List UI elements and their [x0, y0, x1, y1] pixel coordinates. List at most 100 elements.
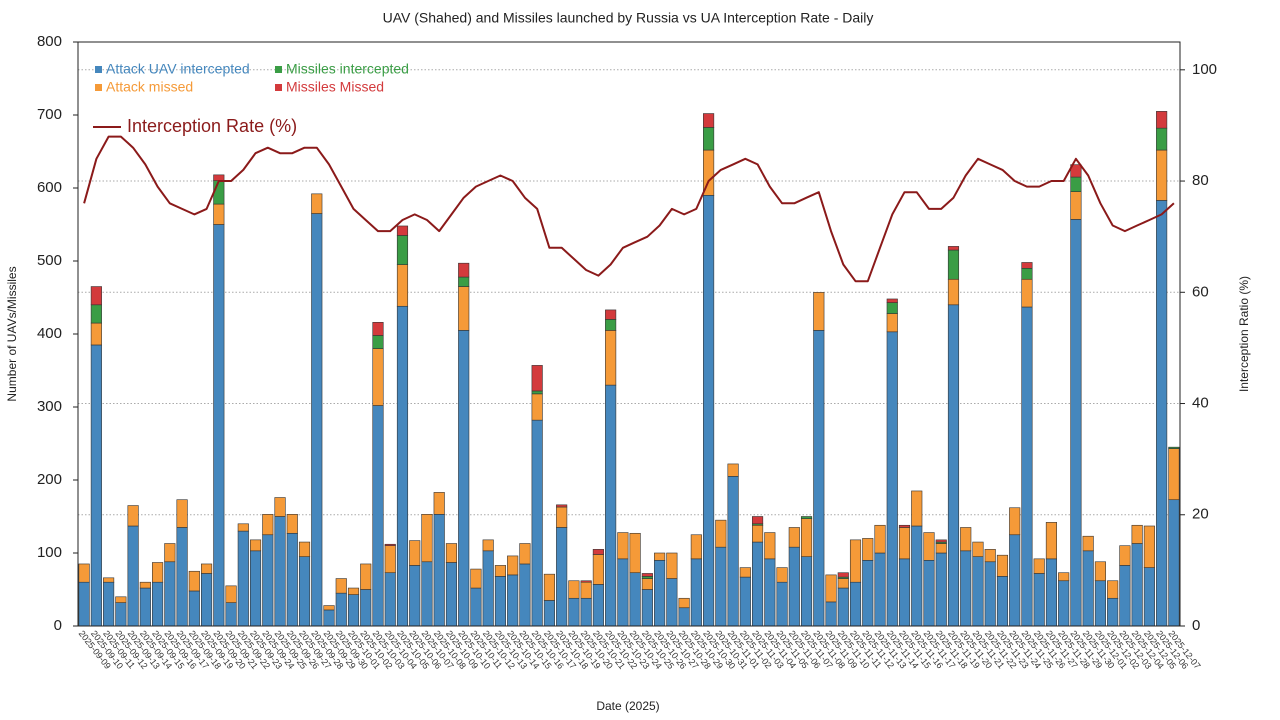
- legend-label: Missiles Missed: [286, 79, 384, 95]
- bar-segment: [947, 246, 960, 251]
- bar-segment: [1070, 219, 1082, 627]
- bar-segment: [1021, 306, 1033, 627]
- bar-segment: [213, 203, 225, 225]
- bar-segment: [519, 543, 531, 565]
- bar-segment: [103, 577, 115, 583]
- bar-segment: [800, 518, 813, 557]
- y-tick-label: 400: [37, 325, 62, 342]
- legend-label: Attack missed: [106, 79, 193, 95]
- bar-segment: [886, 302, 898, 314]
- bar-segment: [139, 587, 151, 627]
- bar-segment: [274, 516, 286, 627]
- bar-segment: [1119, 545, 1131, 566]
- bar-segment: [1131, 543, 1143, 627]
- bar-segment: [752, 541, 764, 627]
- bar-segment: [531, 390, 543, 395]
- bar-segment: [176, 527, 188, 627]
- bar-segment: [1070, 191, 1082, 220]
- y-tick-label: 500: [37, 252, 62, 269]
- bar-segment: [90, 322, 102, 346]
- legend-label: Interception Rate (%): [127, 116, 297, 136]
- bar-segment: [996, 554, 1009, 577]
- bar-segment: [164, 543, 176, 563]
- bar-segment: [1021, 262, 1033, 269]
- bar-segment: [396, 225, 409, 236]
- bar-segment: [188, 590, 200, 627]
- bar-segment: [1009, 507, 1021, 536]
- bar-segment: [360, 589, 372, 627]
- bar-segment: [641, 576, 653, 579]
- bar-segment: [213, 174, 225, 182]
- bar-segment: [923, 532, 935, 561]
- bar-segment: [384, 572, 396, 627]
- legend-label: Attack UAV intercepted: [106, 61, 250, 77]
- bar-segment: [837, 572, 849, 578]
- bar-segment: [764, 558, 776, 627]
- bar-segment: [1033, 573, 1045, 627]
- bar-segment: [972, 556, 984, 627]
- bar-segment: [421, 561, 433, 627]
- y2-tick-label: 100: [1192, 61, 1217, 78]
- bar-segment: [311, 193, 323, 214]
- bar-segment: [360, 563, 372, 590]
- bar-segment: [703, 195, 715, 627]
- bar-segment: [776, 581, 788, 627]
- bar-segment: [201, 563, 213, 574]
- bar-segment: [188, 570, 200, 592]
- bar-segment: [654, 552, 666, 561]
- bar-segment: [1168, 499, 1180, 627]
- bar-segment: [115, 596, 127, 603]
- bar-segment: [372, 335, 384, 349]
- bar-segment: [764, 532, 776, 560]
- legend-swatch: [275, 84, 282, 91]
- bar-segment: [837, 578, 849, 589]
- bar-segment: [800, 556, 813, 627]
- bar-segment: [678, 597, 690, 609]
- bar-segment: [1156, 149, 1168, 201]
- bar-segment: [800, 516, 813, 519]
- y-tick-label: 700: [37, 106, 62, 123]
- bar-segment: [139, 581, 151, 589]
- bar-segment: [286, 514, 298, 534]
- bar-segment: [372, 348, 384, 406]
- bar-segment: [752, 516, 764, 525]
- bar-segment: [458, 276, 470, 287]
- bar-segment: [788, 527, 800, 548]
- bar-segment: [213, 224, 225, 627]
- bar-segment: [531, 419, 543, 627]
- bar-segment: [825, 574, 837, 603]
- y-tick-label: 200: [37, 471, 62, 488]
- bar-segment: [1045, 558, 1057, 627]
- bar-segment: [923, 559, 935, 627]
- bar-segment: [849, 539, 862, 583]
- bar-segment: [507, 555, 519, 576]
- bar-segment: [372, 405, 384, 627]
- bar-segment: [384, 543, 396, 546]
- bar-segment: [482, 539, 494, 552]
- bar-segment: [605, 309, 617, 320]
- bar-segment: [960, 527, 972, 552]
- bar-segment: [396, 235, 409, 265]
- bar-segment: [1082, 550, 1094, 627]
- bar-segment: [213, 180, 225, 205]
- bar-segment: [1070, 176, 1082, 192]
- y-tick-label: 600: [37, 179, 62, 196]
- bar-segment: [1045, 522, 1057, 560]
- bar-segment: [323, 605, 335, 611]
- bar-segment: [727, 463, 739, 477]
- bar-segment: [837, 587, 849, 627]
- y-tick-label: 800: [37, 33, 62, 50]
- bar-segment: [445, 543, 458, 563]
- bar-segment: [298, 541, 311, 557]
- bar-segment: [580, 597, 592, 627]
- bar-segment: [629, 572, 641, 627]
- y-tick-label: 0: [54, 617, 62, 634]
- bar-segment: [1107, 580, 1119, 599]
- bar-segment: [409, 565, 421, 627]
- legend-label: Missiles intercepted: [286, 61, 409, 77]
- bar-segment: [690, 534, 702, 560]
- bar-segment: [286, 532, 298, 627]
- bar-segment: [164, 561, 176, 627]
- y2-tick-label: 40: [1192, 394, 1209, 411]
- bar-segment: [470, 587, 482, 627]
